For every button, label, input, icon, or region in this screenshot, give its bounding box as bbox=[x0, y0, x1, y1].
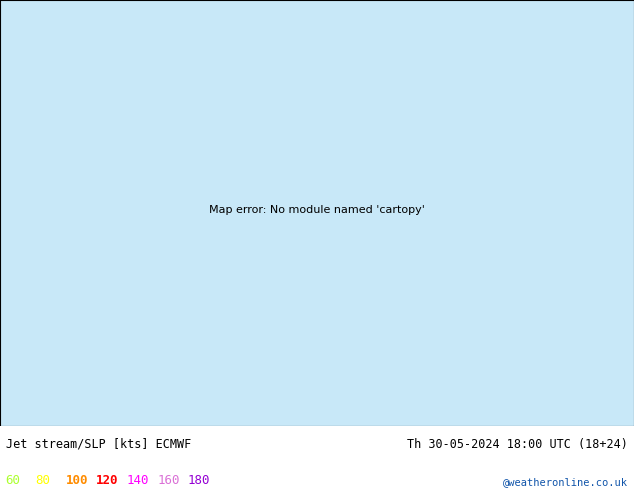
Text: @weatheronline.co.uk: @weatheronline.co.uk bbox=[503, 477, 628, 487]
Text: 120: 120 bbox=[96, 474, 119, 487]
Text: Th 30-05-2024 18:00 UTC (18+24): Th 30-05-2024 18:00 UTC (18+24) bbox=[407, 438, 628, 451]
Text: 100: 100 bbox=[66, 474, 88, 487]
Text: 60: 60 bbox=[5, 474, 20, 487]
Text: 140: 140 bbox=[127, 474, 149, 487]
Text: Jet stream/SLP [kts] ECMWF: Jet stream/SLP [kts] ECMWF bbox=[6, 438, 191, 451]
Text: 160: 160 bbox=[157, 474, 179, 487]
Text: 180: 180 bbox=[188, 474, 210, 487]
Text: Map error: No module named 'cartopy': Map error: No module named 'cartopy' bbox=[209, 205, 425, 215]
Text: 80: 80 bbox=[36, 474, 51, 487]
